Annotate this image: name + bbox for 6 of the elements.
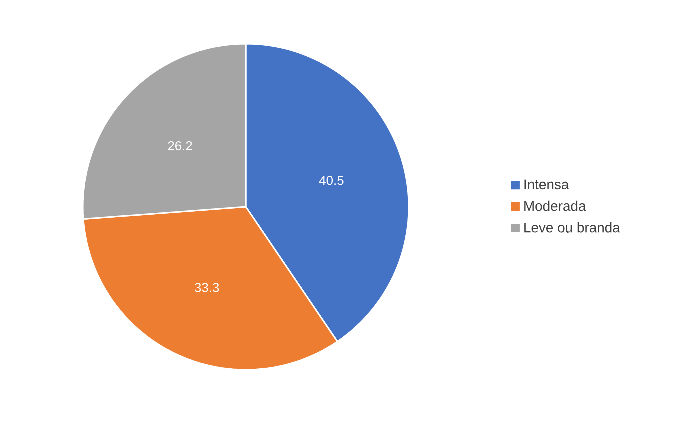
legend-label: Intensa [524, 180, 570, 190]
data-label: 40.5 [319, 176, 344, 186]
data-label: 26.2 [168, 141, 192, 151]
legend-label: Leve ou branda [524, 222, 620, 233]
legend-label: Moderada [524, 200, 586, 212]
data-label: 33.3 [194, 283, 220, 292]
